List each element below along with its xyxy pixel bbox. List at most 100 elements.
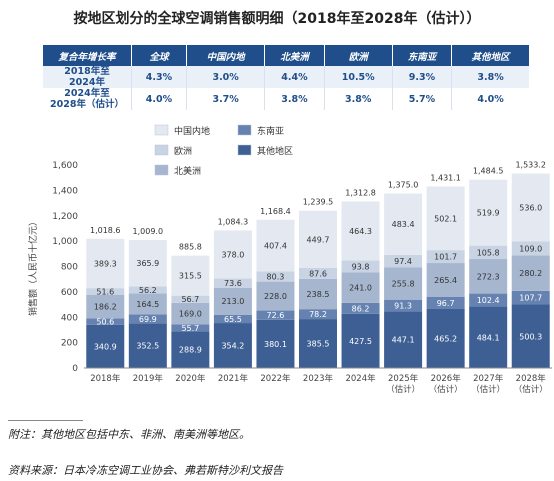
- data-label: 65.5: [224, 315, 242, 324]
- cagr-cell: 5.7%: [391, 88, 452, 110]
- bar-segment: [384, 193, 423, 255]
- data-label: 502.1: [434, 214, 457, 223]
- bar-segment: [256, 310, 295, 320]
- bar-segment: [426, 250, 465, 264]
- data-label: 255.8: [392, 279, 415, 288]
- bar-segment: [213, 323, 252, 368]
- data-label: 101.7: [434, 253, 457, 262]
- bar-segment: [86, 288, 125, 295]
- footnote-divider: [8, 420, 83, 421]
- bar-segment: [171, 295, 210, 303]
- bar-segment: [128, 314, 167, 324]
- legend-swatch: [237, 124, 252, 136]
- data-label: 340.9: [94, 342, 117, 351]
- chart-title: 按地区划分的全球空调销售额明细（2018年至2028年（估计））: [73, 11, 481, 27]
- data-label: 107.7: [519, 294, 542, 303]
- bar-segment: [426, 308, 465, 368]
- data-label: 87.6: [309, 269, 327, 278]
- bar-segment: [171, 331, 210, 368]
- data-label: 483.4: [392, 220, 415, 229]
- data-label: 465.2: [434, 334, 457, 343]
- x-tick-label: 2028年: [516, 373, 547, 384]
- bar-segment: [299, 309, 337, 320]
- y-tick-label: 400: [61, 313, 78, 323]
- total-label: 1,375.0: [388, 181, 419, 190]
- data-label: 93.8: [352, 262, 370, 271]
- cagr-cell: 9.3%: [391, 66, 452, 88]
- cagr-header-other: 其他地区: [451, 45, 529, 66]
- data-label: 280.2: [519, 269, 542, 278]
- data-label: 51.6: [96, 287, 114, 296]
- total-label: 885.8: [179, 243, 202, 252]
- x-tick-label: 2021年: [218, 373, 249, 384]
- x-tick-label: （估计）: [471, 384, 505, 395]
- bar-segment: [128, 286, 167, 294]
- cagr-row-2024-2028: 2024年至 2028年（估计） 4.0% 3.7% 3.8% 3.8% 5.7%…: [43, 88, 529, 110]
- data-label: 536.0: [519, 203, 542, 212]
- bar-segment: [469, 306, 508, 368]
- cagr-period-label: 2018年至 2024年: [43, 66, 132, 88]
- bar-segment: [469, 259, 508, 294]
- data-label: 380.1: [264, 340, 287, 349]
- bar-segment: [86, 324, 125, 368]
- data-label: 169.0: [179, 310, 202, 319]
- x-tick-label: 2023年: [303, 373, 334, 384]
- data-label: 80.3: [267, 273, 285, 282]
- cagr-header-north-america: 北美洲: [264, 45, 325, 66]
- data-label: 427.5: [349, 337, 372, 346]
- bar-segment: [341, 302, 380, 314]
- bar-segment: [299, 319, 337, 368]
- data-label: 69.9: [139, 315, 157, 324]
- data-label: 464.3: [349, 227, 372, 236]
- y-tick-label: 1,400: [52, 186, 78, 196]
- bar-segment: [86, 318, 125, 325]
- bar-segment: [469, 245, 508, 260]
- y-tick-label: 800: [61, 263, 78, 273]
- footnote: 附注：其他地区包括中东、非洲、南美洲等地区。: [8, 428, 250, 441]
- x-tick-label: （估计）: [386, 384, 420, 395]
- total-label: 1,431.1: [430, 173, 461, 182]
- bar-segment: [213, 278, 252, 288]
- data-label: 78.2: [309, 310, 327, 319]
- total-label: 1,484.5: [473, 167, 504, 176]
- cagr-cell: 3.8%: [323, 88, 393, 110]
- bar-segment: [256, 219, 295, 272]
- data-label: 315.5: [179, 272, 202, 281]
- data-label: 186.2: [94, 303, 117, 312]
- cagr-header-china: 中国内地: [185, 45, 265, 66]
- cagr-cell: 4.0%: [451, 88, 529, 110]
- bar-segment: [86, 238, 125, 289]
- y-tick-label: 1,200: [52, 212, 78, 222]
- bar-segment: [469, 293, 508, 307]
- x-tick-label: （估计）: [514, 384, 548, 395]
- cagr-header-europe: 欧洲: [323, 45, 393, 66]
- data-label: 73.6: [224, 279, 242, 288]
- data-label: 56.2: [139, 286, 157, 295]
- y-tick-label: 200: [61, 339, 78, 349]
- legend-swatch: [154, 164, 169, 176]
- data-label: 449.7: [307, 235, 330, 244]
- data-label: 102.4: [477, 296, 500, 305]
- data-label: 447.1: [392, 336, 415, 345]
- bar-segment: [511, 255, 550, 291]
- cagr-header-southeast-asia: 东南亚: [391, 45, 452, 66]
- data-label: 91.3: [394, 301, 412, 310]
- stacked-bar-chart: 0 200 400 600 800 1,000 1,200 1,400 1,600 销售额（人民币…: [27, 124, 552, 395]
- data-label: 265.4: [434, 276, 457, 285]
- bar-segment: [171, 302, 210, 325]
- data-label: 72.6: [267, 311, 285, 320]
- cagr-header-label: 复合年增长率: [43, 45, 132, 66]
- total-label: 1,312.8: [345, 188, 376, 197]
- bar-segment: [128, 323, 167, 368]
- y-axis-label: 销售额（人民币十亿元）: [27, 217, 39, 316]
- y-tick-label: 0: [72, 364, 78, 374]
- legend-label: 欧洲: [174, 145, 192, 157]
- bar-segment: [256, 319, 295, 368]
- cagr-table: 复合年增长率 全球 中国内地 北美洲 欧洲 东南亚 其他地区 2018年至 202…: [43, 45, 529, 110]
- y-tick-label: 1,000: [52, 237, 78, 247]
- cagr-cell: 3.7%: [185, 88, 265, 110]
- cagr-cell: 3.8%: [264, 88, 325, 110]
- cagr-header-global: 全球: [131, 45, 187, 66]
- total-label: 1,168.4: [260, 207, 291, 216]
- bar-segment: [171, 255, 210, 296]
